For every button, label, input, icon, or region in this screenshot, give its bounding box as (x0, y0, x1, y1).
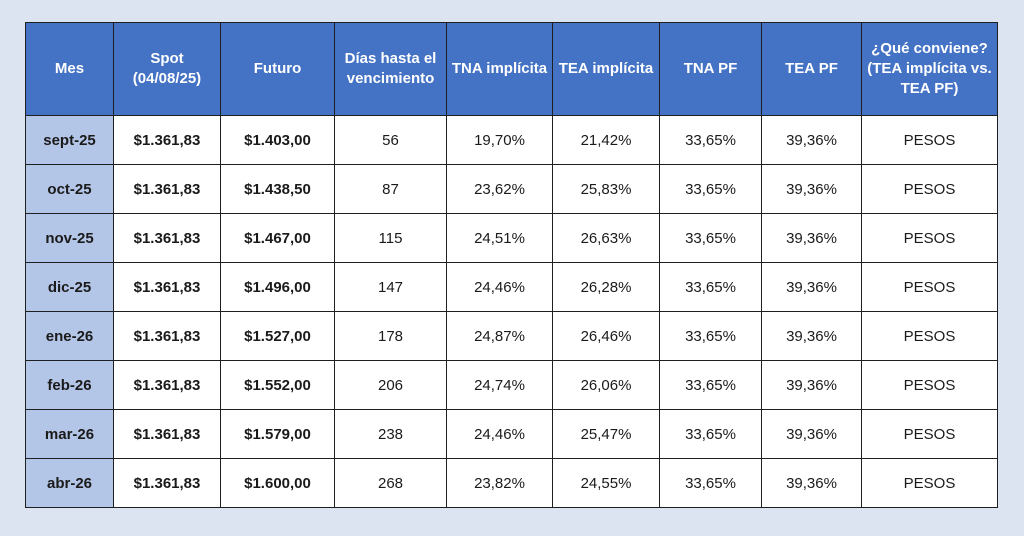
cell-futuro: $1.403,00 (220, 115, 335, 165)
cell-futuro: $1.467,00 (220, 213, 335, 263)
cell-tea-implicita: 25,47% (552, 409, 660, 459)
cell-tna-implicita: 23,62% (446, 164, 553, 214)
cell-mes: abr-26 (25, 458, 114, 508)
header-spot: Spot (04/08/25) (113, 22, 221, 116)
rates-table-container: Mes Spot (04/08/25) Futuro Días hasta el… (25, 22, 998, 508)
cell-que-conviene: PESOS (861, 360, 998, 410)
cell-tna-pf: 33,65% (659, 115, 762, 165)
cell-dias: 238 (334, 409, 447, 459)
cell-que-conviene: PESOS (861, 409, 998, 459)
table-row: feb-26 $1.361,83 $1.552,00 206 24,74% 26… (25, 360, 998, 410)
cell-dias: 268 (334, 458, 447, 508)
rates-table: Mes Spot (04/08/25) Futuro Días hasta el… (25, 22, 998, 508)
cell-tea-implicita: 21,42% (552, 115, 660, 165)
cell-tea-pf: 39,36% (761, 262, 862, 312)
cell-tna-pf: 33,65% (659, 164, 762, 214)
cell-tea-implicita: 26,28% (552, 262, 660, 312)
cell-dias: 178 (334, 311, 447, 361)
cell-tea-implicita: 24,55% (552, 458, 660, 508)
table-row: oct-25 $1.361,83 $1.438,50 87 23,62% 25,… (25, 164, 998, 214)
cell-mes: oct-25 (25, 164, 114, 214)
header-futuro: Futuro (220, 22, 335, 116)
cell-mes: mar-26 (25, 409, 114, 459)
cell-tna-pf: 33,65% (659, 360, 762, 410)
cell-que-conviene: PESOS (861, 458, 998, 508)
cell-que-conviene: PESOS (861, 115, 998, 165)
cell-tna-pf: 33,65% (659, 458, 762, 508)
cell-dias: 206 (334, 360, 447, 410)
cell-tea-implicita: 26,06% (552, 360, 660, 410)
cell-tna-implicita: 23,82% (446, 458, 553, 508)
cell-dias: 56 (334, 115, 447, 165)
cell-mes: ene-26 (25, 311, 114, 361)
cell-que-conviene: PESOS (861, 262, 998, 312)
cell-tea-pf: 39,36% (761, 458, 862, 508)
table-row: mar-26 $1.361,83 $1.579,00 238 24,46% 25… (25, 409, 998, 459)
cell-futuro: $1.552,00 (220, 360, 335, 410)
cell-dias: 87 (334, 164, 447, 214)
cell-tea-pf: 39,36% (761, 311, 862, 361)
cell-futuro: $1.527,00 (220, 311, 335, 361)
header-mes: Mes (25, 22, 114, 116)
cell-futuro: $1.579,00 (220, 409, 335, 459)
cell-que-conviene: PESOS (861, 164, 998, 214)
header-que-conviene: ¿Qué conviene? (TEA implícita vs. TEA PF… (861, 22, 998, 116)
cell-futuro: $1.438,50 (220, 164, 335, 214)
cell-spot: $1.361,83 (113, 409, 221, 459)
cell-tna-pf: 33,65% (659, 409, 762, 459)
cell-tna-implicita: 19,70% (446, 115, 553, 165)
cell-tna-pf: 33,65% (659, 213, 762, 263)
cell-spot: $1.361,83 (113, 458, 221, 508)
cell-spot: $1.361,83 (113, 311, 221, 361)
header-row: Mes Spot (04/08/25) Futuro Días hasta el… (25, 22, 998, 116)
cell-mes: sept-25 (25, 115, 114, 165)
table-row: dic-25 $1.361,83 $1.496,00 147 24,46% 26… (25, 262, 998, 312)
cell-tea-pf: 39,36% (761, 360, 862, 410)
cell-futuro: $1.496,00 (220, 262, 335, 312)
cell-tna-pf: 33,65% (659, 311, 762, 361)
cell-spot: $1.361,83 (113, 164, 221, 214)
cell-spot: $1.361,83 (113, 262, 221, 312)
table-body: sept-25 $1.361,83 $1.403,00 56 19,70% 21… (25, 115, 998, 508)
cell-mes: feb-26 (25, 360, 114, 410)
cell-tea-implicita: 26,63% (552, 213, 660, 263)
cell-mes: nov-25 (25, 213, 114, 263)
cell-tna-implicita: 24,74% (446, 360, 553, 410)
cell-spot: $1.361,83 (113, 360, 221, 410)
cell-tna-implicita: 24,87% (446, 311, 553, 361)
header-tna-pf: TNA PF (659, 22, 762, 116)
cell-tea-pf: 39,36% (761, 164, 862, 214)
table-row: sept-25 $1.361,83 $1.403,00 56 19,70% 21… (25, 115, 998, 165)
cell-tna-implicita: 24,46% (446, 409, 553, 459)
cell-mes: dic-25 (25, 262, 114, 312)
cell-dias: 115 (334, 213, 447, 263)
cell-tea-implicita: 25,83% (552, 164, 660, 214)
cell-tna-implicita: 24,51% (446, 213, 553, 263)
cell-tea-pf: 39,36% (761, 213, 862, 263)
cell-tea-pf: 39,36% (761, 409, 862, 459)
cell-futuro: $1.600,00 (220, 458, 335, 508)
header-dias: Días hasta el vencimiento (334, 22, 447, 116)
cell-tna-pf: 33,65% (659, 262, 762, 312)
cell-que-conviene: PESOS (861, 311, 998, 361)
header-tea-pf: TEA PF (761, 22, 862, 116)
cell-tna-implicita: 24,46% (446, 262, 553, 312)
cell-tea-pf: 39,36% (761, 115, 862, 165)
table-row: abr-26 $1.361,83 $1.600,00 268 23,82% 24… (25, 458, 998, 508)
table-row: ene-26 $1.361,83 $1.527,00 178 24,87% 26… (25, 311, 998, 361)
cell-spot: $1.361,83 (113, 115, 221, 165)
cell-tea-implicita: 26,46% (552, 311, 660, 361)
cell-que-conviene: PESOS (861, 213, 998, 263)
table-row: nov-25 $1.361,83 $1.467,00 115 24,51% 26… (25, 213, 998, 263)
cell-dias: 147 (334, 262, 447, 312)
header-tea-implicita: TEA implícita (552, 22, 660, 116)
header-tna-implicita: TNA implícita (446, 22, 553, 116)
cell-spot: $1.361,83 (113, 213, 221, 263)
